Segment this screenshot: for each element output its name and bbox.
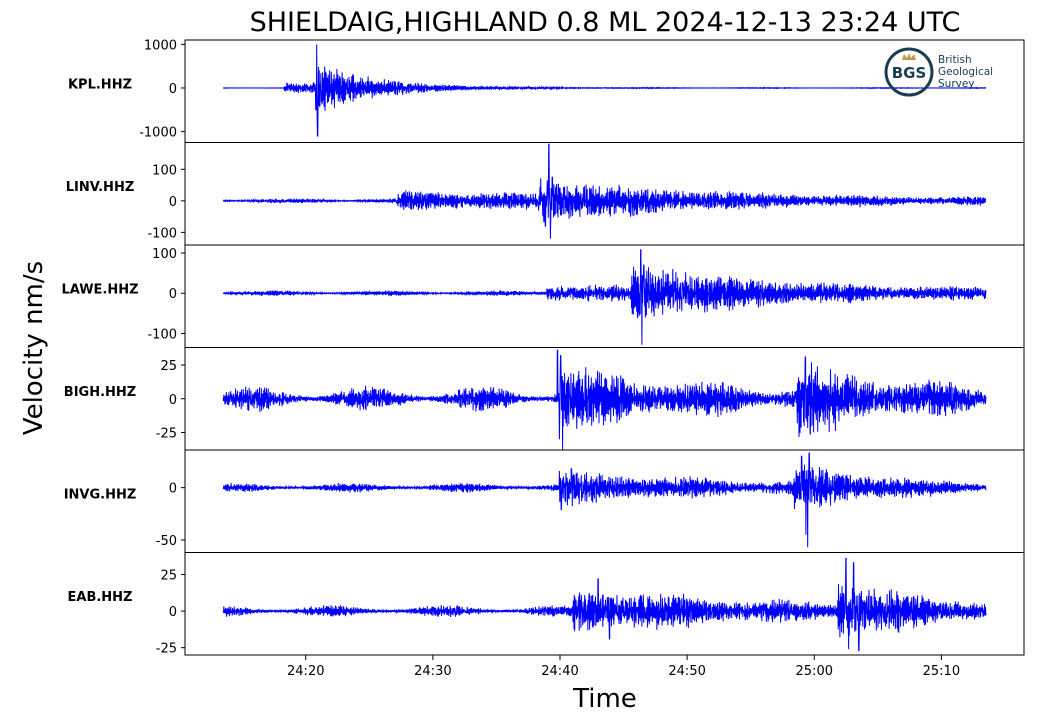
panel-frame: [184, 142, 1025, 246]
y-tick-label: 0: [169, 393, 177, 408]
x-tick-label: 24:50: [668, 664, 705, 679]
y-tick-label: -50: [156, 534, 177, 549]
y-tick-label: -100: [147, 327, 177, 342]
x-tick-label: 25:00: [796, 664, 833, 679]
y-tick-label: 0: [169, 82, 177, 97]
crown-icon: [902, 53, 916, 60]
y-tick-label: 0: [169, 287, 177, 302]
waveform-trace: [222, 249, 987, 345]
panel-frame: [184, 449, 1025, 553]
y-tick-label: 100: [152, 163, 177, 178]
figure-title: SHIELDAIG,HIGHLAND 0.8 ML 2024-12-13 23:…: [250, 7, 961, 38]
waveform-trace: [222, 44, 987, 137]
station-panels: KPL.HHZ10000-1000LINV.HHZ1000-100LAWE.HH…: [61, 38, 1025, 657]
panel-kpl-hhz: KPL.HHZ 1000 0 -1000: [68, 38, 1025, 143]
station-label: LAWE.HHZ: [61, 282, 138, 297]
y-tick-label: 25: [160, 568, 177, 583]
panel-eab-hhz: EAB.HHZ 25 0 -25: [68, 552, 1025, 657]
panel-lawe-hhz: LAWE.HHZ 100 0 -100: [61, 244, 1025, 348]
x-tick-label: 24:40: [541, 664, 578, 679]
y-tick-label: 1000: [144, 38, 177, 53]
bgs-logo-line-1: British: [938, 54, 972, 66]
x-tick-label: 24:30: [414, 664, 451, 679]
y-tick-label: 25: [160, 359, 177, 374]
y-tick-label: -25: [156, 642, 177, 657]
waveform-trace: [222, 452, 987, 548]
panel-linv-hhz: LINV.HHZ 100 0 -100: [66, 142, 1025, 246]
y-tick-label: -25: [156, 426, 177, 441]
y-axis-label: Velocity nm/s: [19, 261, 49, 435]
panel-invg-hhz: INVG.HHZ 0 -50: [64, 449, 1025, 553]
station-label: INVG.HHZ: [64, 487, 137, 502]
station-label: KPL.HHZ: [68, 77, 132, 92]
y-tick-label: 0: [169, 482, 177, 497]
y-tick-label: -1000: [139, 126, 177, 141]
station-label: BIGH.HHZ: [64, 385, 136, 400]
bgs-logo-mark: BGS: [892, 64, 927, 82]
station-label: EAB.HHZ: [68, 590, 133, 605]
bgs-logo: BGS British Geological Survey: [884, 47, 993, 97]
station-label: LINV.HHZ: [66, 180, 135, 195]
y-tick-label: 0: [169, 605, 177, 620]
y-tick-label: 0: [169, 195, 177, 210]
y-tick-label: -100: [147, 226, 177, 241]
x-axis-label: Time: [572, 684, 637, 714]
x-axis: 24:20 24:30 24:40 24:50 25:00 25:10: [287, 655, 960, 679]
bgs-logo-ring-icon: [884, 47, 934, 97]
waveform-trace: [222, 557, 987, 652]
waveform-trace: [222, 143, 987, 239]
x-tick-label: 24:20: [287, 664, 324, 679]
panel-bigh-hhz: BIGH.HHZ 25 0 -25: [64, 347, 1025, 451]
bgs-logo-line-2: Geological: [938, 66, 993, 78]
bgs-logo-line-3: Survey: [938, 78, 975, 90]
panel-frame: [184, 552, 1025, 656]
x-tick-label: 25:10: [923, 664, 960, 679]
y-tick-label: 100: [152, 247, 177, 262]
waveform-trace: [222, 349, 987, 451]
